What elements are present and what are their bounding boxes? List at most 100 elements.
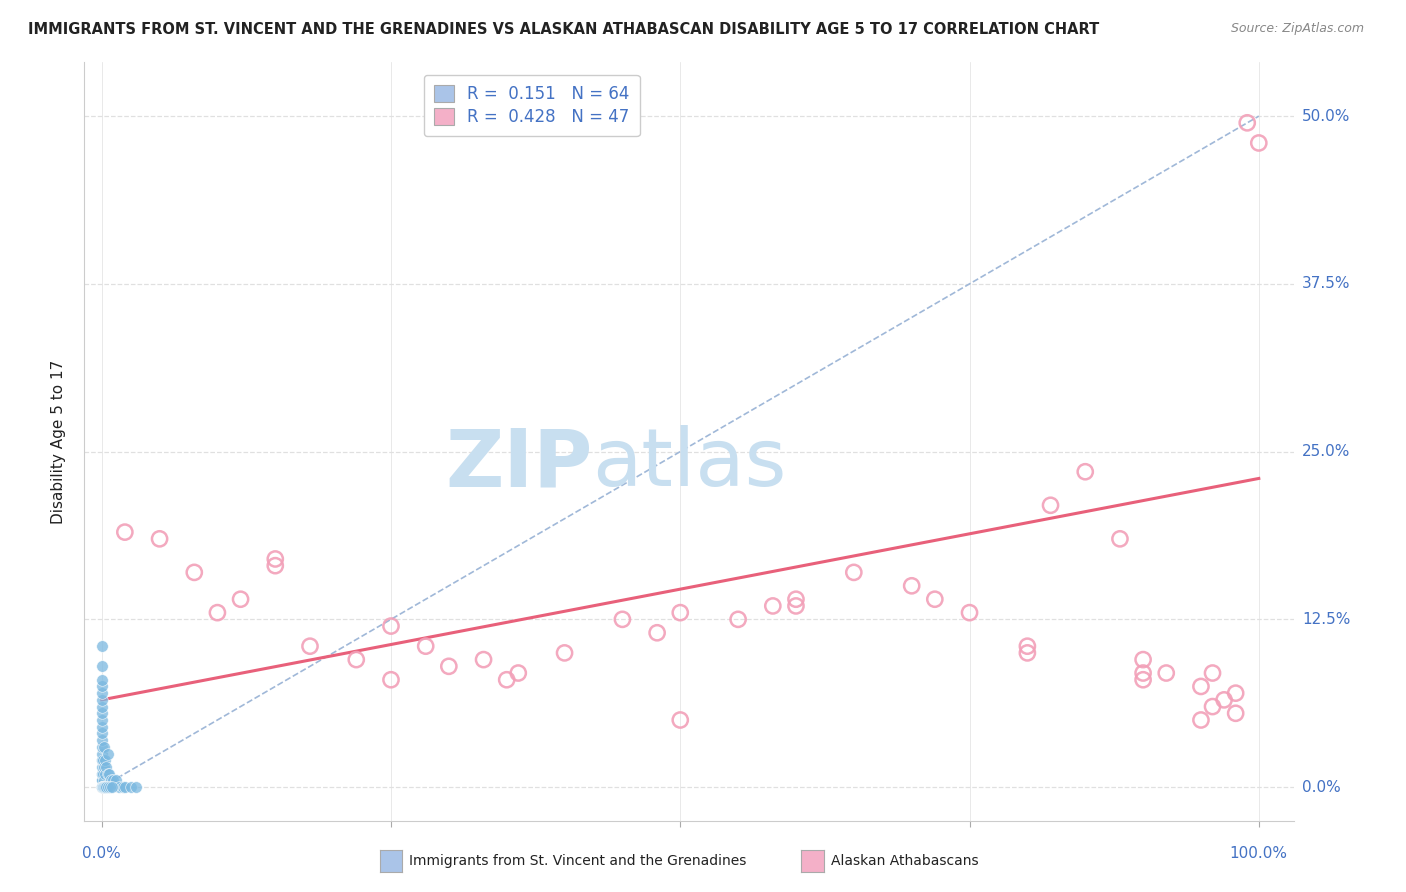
Point	[415, 639, 437, 653]
Point	[1132, 673, 1154, 687]
Point	[1132, 666, 1154, 681]
Point	[727, 612, 749, 626]
Point	[785, 592, 807, 607]
Point	[93, 780, 115, 794]
Point	[645, 625, 668, 640]
Point	[91, 753, 114, 767]
Text: 12.5%: 12.5%	[1302, 612, 1350, 627]
Point	[90, 673, 112, 687]
Point	[90, 780, 112, 794]
Point	[90, 680, 112, 694]
Point	[94, 753, 117, 767]
Point	[1132, 652, 1154, 666]
Point	[93, 773, 115, 788]
Point	[1017, 639, 1039, 653]
Point	[148, 532, 170, 546]
Point	[1236, 116, 1258, 130]
Point	[1189, 713, 1212, 727]
Point	[91, 780, 114, 794]
Point	[93, 760, 115, 774]
Point	[94, 766, 117, 780]
Text: 100.0%: 100.0%	[1230, 846, 1288, 861]
Point	[90, 753, 112, 767]
Text: IMMIGRANTS FROM ST. VINCENT AND THE GRENADINES VS ALASKAN ATHABASCAN DISABILITY : IMMIGRANTS FROM ST. VINCENT AND THE GREN…	[28, 22, 1099, 37]
Point	[91, 780, 114, 794]
Point	[90, 780, 112, 794]
Point	[1074, 465, 1097, 479]
Text: Source: ZipAtlas.com: Source: ZipAtlas.com	[1230, 22, 1364, 36]
Point	[114, 780, 136, 794]
Point	[90, 780, 112, 794]
Point	[96, 780, 118, 794]
Point	[96, 747, 118, 761]
Point	[1213, 693, 1236, 707]
Point	[924, 592, 946, 607]
Point	[183, 566, 205, 580]
Point	[842, 566, 865, 580]
Point	[1201, 699, 1223, 714]
Point	[90, 639, 112, 653]
Point	[90, 693, 112, 707]
Point	[1225, 686, 1247, 700]
Point	[900, 579, 922, 593]
Legend: R =  0.151   N = 64, R =  0.428   N = 47: R = 0.151 N = 64, R = 0.428 N = 47	[423, 75, 640, 136]
Point	[90, 780, 112, 794]
Point	[1201, 666, 1223, 681]
Point	[103, 773, 125, 788]
Point	[298, 639, 321, 653]
Point	[90, 780, 112, 794]
Point	[90, 753, 112, 767]
Point	[90, 686, 112, 700]
Y-axis label: Disability Age 5 to 17: Disability Age 5 to 17	[51, 359, 66, 524]
Point	[1109, 532, 1132, 546]
Point	[959, 606, 981, 620]
Point	[91, 780, 114, 794]
Point	[100, 773, 122, 788]
Point	[90, 713, 112, 727]
Point	[669, 606, 692, 620]
Point	[90, 720, 112, 734]
Point	[120, 780, 142, 794]
Point	[114, 525, 136, 540]
Point	[264, 558, 287, 573]
Point	[104, 773, 127, 788]
Point	[111, 780, 134, 794]
Point	[90, 780, 112, 794]
Text: ZIP: ZIP	[444, 425, 592, 503]
Point	[90, 659, 112, 673]
Text: 37.5%: 37.5%	[1302, 277, 1350, 292]
Point	[97, 766, 120, 780]
Text: 25.0%: 25.0%	[1302, 444, 1350, 459]
Point	[1247, 136, 1270, 150]
Point	[1225, 706, 1247, 721]
Point	[90, 766, 112, 780]
Point	[437, 659, 460, 673]
Point	[125, 780, 148, 794]
Point	[380, 619, 402, 633]
Point	[90, 706, 112, 721]
Point	[90, 699, 112, 714]
Text: atlas: atlas	[592, 425, 786, 503]
Point	[90, 766, 112, 780]
Point	[98, 780, 121, 794]
Point	[1017, 646, 1039, 660]
Point	[96, 766, 118, 780]
Point	[264, 552, 287, 566]
Point	[1039, 498, 1062, 512]
Point	[90, 747, 112, 761]
Text: Alaskan Athabascans: Alaskan Athabascans	[831, 855, 979, 868]
Point	[90, 780, 112, 794]
Point	[91, 766, 114, 780]
Point	[91, 780, 114, 794]
Point	[90, 780, 112, 794]
Point	[90, 780, 112, 794]
Point	[108, 780, 131, 794]
Point	[472, 652, 495, 666]
Point	[1189, 680, 1212, 694]
Point	[93, 739, 115, 754]
Text: 0.0%: 0.0%	[83, 846, 121, 861]
Point	[90, 780, 112, 794]
Point	[785, 599, 807, 613]
Point	[380, 673, 402, 687]
Point	[93, 780, 115, 794]
